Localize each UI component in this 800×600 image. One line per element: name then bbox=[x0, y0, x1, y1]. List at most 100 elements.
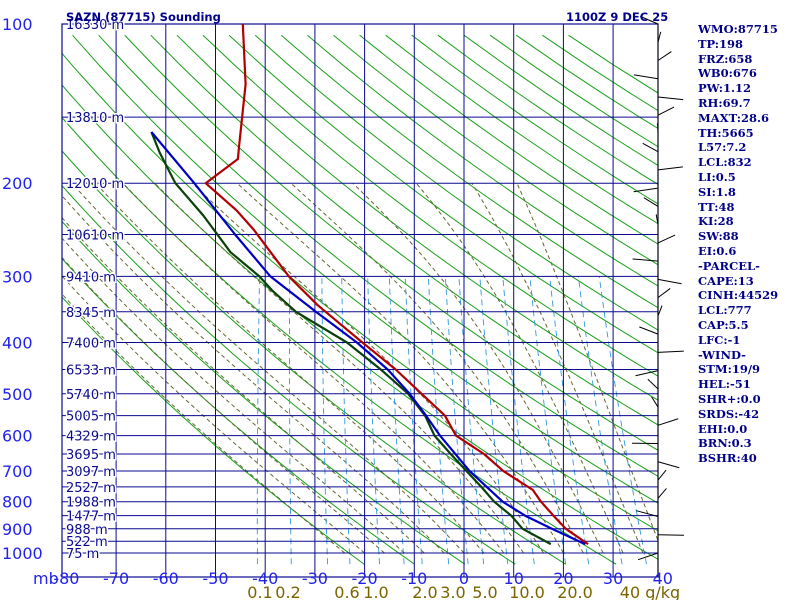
dry-adiabat bbox=[150, 34, 658, 426]
wind-barb bbox=[636, 510, 659, 517]
height-label: 9410 m bbox=[66, 270, 116, 285]
wind-barb bbox=[657, 418, 679, 426]
indices-panel: WMO:87715 TP:198 FRZ:658 WB0:676 PW:1.12 RH:6… bbox=[698, 22, 798, 466]
height-label: 75 m bbox=[66, 547, 99, 562]
x-tick-label: 10 bbox=[504, 569, 524, 588]
sounding-index: SW:88 bbox=[698, 229, 739, 244]
wind-barb bbox=[642, 142, 659, 153]
mixing-ratio-line bbox=[458, 276, 485, 565]
sounding-index: SI:1.8 bbox=[698, 184, 736, 199]
pressure-tick-label: 900 bbox=[2, 520, 33, 539]
moist-adiabat bbox=[122, 182, 505, 554]
height-label: 522 m bbox=[66, 535, 108, 550]
mixing-ratio-line bbox=[549, 276, 590, 565]
sounding-index: STM:19/9 bbox=[698, 362, 761, 377]
sounding-index: LCL:777 bbox=[698, 303, 752, 318]
dry-adiabat bbox=[62, 184, 516, 565]
temperature-profile bbox=[204, 24, 589, 546]
wind-barb bbox=[655, 214, 659, 225]
mixing-ratio-line bbox=[598, 276, 647, 565]
sounding-index: CAPE:13 bbox=[698, 273, 754, 288]
moist-adiabat bbox=[62, 237, 405, 554]
height-label: 10610 m bbox=[66, 229, 124, 244]
height-label: 12010 m bbox=[66, 177, 124, 192]
sounding-index: -WIND- bbox=[698, 347, 746, 362]
mixing-ratio-lines bbox=[256, 276, 647, 565]
moist-adiabat bbox=[516, 182, 658, 542]
x-tick-label: 0 bbox=[459, 569, 469, 588]
height-label: 3695 m bbox=[66, 448, 116, 463]
wind-barb bbox=[643, 197, 659, 207]
sounding-index: LI:0.5 bbox=[698, 169, 736, 184]
x-tick-label: 20 bbox=[553, 569, 573, 588]
mixing-ratio-line bbox=[341, 276, 351, 565]
sounding-index: RH:69.7 bbox=[698, 95, 751, 110]
x-unit-label: mb bbox=[33, 569, 59, 588]
x-tick-label: 40 bbox=[653, 569, 673, 588]
dry-adiabat-lines bbox=[62, 34, 658, 565]
sounding-index: TH:5665 bbox=[698, 125, 754, 140]
sounding-index: WB0:676 bbox=[698, 66, 757, 81]
moist-adiabat bbox=[62, 275, 365, 554]
dry-adiabat bbox=[202, 34, 658, 377]
sounding-index: PW:1.12 bbox=[698, 81, 752, 96]
wind-barb bbox=[657, 288, 671, 299]
sounding-index: FRZ:658 bbox=[698, 51, 753, 66]
mixing-ratio-line bbox=[427, 276, 450, 565]
wind-barb bbox=[657, 96, 684, 101]
sounding-index: EHI:0.0 bbox=[698, 421, 748, 436]
height-label: 1477 m bbox=[66, 510, 116, 525]
wind-barb bbox=[657, 234, 676, 244]
wind-barb bbox=[633, 187, 659, 193]
mixing-ratio-label: 0.2 bbox=[275, 583, 300, 600]
mixing-ratio-line bbox=[502, 276, 535, 565]
mixing-ratio-label: 10.0 bbox=[509, 583, 545, 600]
moist-adiabat bbox=[154, 182, 525, 554]
x-tick-label: -70 bbox=[103, 569, 129, 588]
wind-barb bbox=[639, 326, 659, 335]
mixing-ratio-line bbox=[404, 276, 423, 565]
wind-barb bbox=[633, 74, 659, 80]
mixing-ratio-label: 0.6 bbox=[334, 583, 359, 600]
pressure-tick-label: 800 bbox=[2, 493, 33, 512]
moist-adiabat bbox=[62, 293, 346, 554]
wind-barb bbox=[635, 370, 659, 377]
mixing-ratio-line bbox=[256, 276, 261, 565]
profile-series bbox=[150, 24, 589, 546]
wind-barb bbox=[651, 396, 659, 408]
dry-adiabat bbox=[62, 150, 566, 565]
wind-barb bbox=[657, 488, 667, 499]
x-tick-label: -10 bbox=[401, 569, 427, 588]
sounding-index: HEL:-51 bbox=[698, 377, 751, 392]
wind-barb bbox=[632, 258, 659, 262]
wind-barb bbox=[657, 31, 662, 43]
moist-adiabat bbox=[236, 182, 564, 554]
wind-barb bbox=[640, 15, 659, 25]
pressure-tick-label: 200 bbox=[2, 174, 33, 193]
sounding-index: SHR+:0.0 bbox=[698, 391, 761, 406]
sounding-index: WMO:87715 bbox=[698, 22, 778, 36]
sounding-index: BSHR:40 bbox=[698, 451, 757, 466]
height-label: 13810 m bbox=[66, 111, 124, 126]
wind-barb bbox=[657, 106, 675, 116]
valid-time: 1100Z 9 DEC 25 bbox=[566, 10, 668, 24]
height-label: 6533 m bbox=[66, 364, 116, 379]
height-label: 16330 m bbox=[66, 18, 124, 33]
x-tick-label: -40 bbox=[252, 569, 278, 588]
sounding-index: EI:0.6 bbox=[698, 243, 737, 258]
wind-barb bbox=[657, 305, 663, 317]
x-tick-label: 30 bbox=[603, 569, 623, 588]
wind-barb bbox=[657, 469, 667, 481]
pressure-tick-label: 700 bbox=[2, 462, 33, 481]
mixing-ratio-line bbox=[321, 276, 328, 565]
height-label: 7400 m bbox=[66, 336, 116, 351]
dry-adiabat bbox=[72, 34, 658, 504]
dry-adiabat bbox=[254, 34, 658, 331]
moist-adiabat bbox=[62, 195, 445, 554]
sounding-index: -PARCEL- bbox=[698, 258, 760, 273]
mixing-ratio-line bbox=[529, 276, 567, 565]
pressure-tick-label: 300 bbox=[2, 267, 33, 286]
height-label: 2527 m bbox=[66, 481, 116, 496]
pressure-tick-label: 500 bbox=[2, 385, 33, 404]
